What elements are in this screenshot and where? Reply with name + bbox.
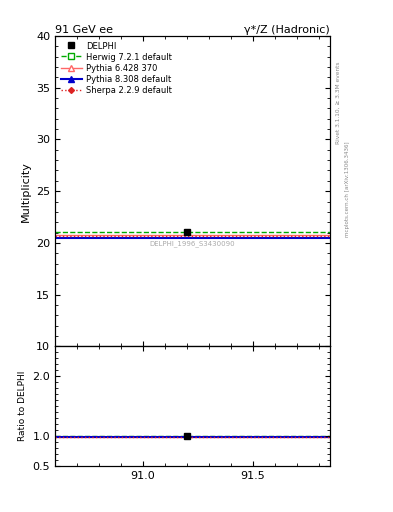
Text: Rivet 3.1.10, ≥ 3.3M events: Rivet 3.1.10, ≥ 3.3M events (336, 61, 341, 144)
Text: 91 GeV ee: 91 GeV ee (55, 25, 113, 35)
Text: γ*/Z (Hadronic): γ*/Z (Hadronic) (244, 25, 330, 35)
Y-axis label: Multiplicity: Multiplicity (20, 161, 31, 222)
Text: DELPHI_1996_S3430090: DELPHI_1996_S3430090 (150, 241, 235, 247)
Legend: DELPHI, Herwig 7.2.1 default, Pythia 6.428 370, Pythia 8.308 default, Sherpa 2.2: DELPHI, Herwig 7.2.1 default, Pythia 6.4… (59, 40, 173, 97)
Text: mcplots.cern.ch [arXiv:1306.3436]: mcplots.cern.ch [arXiv:1306.3436] (345, 142, 350, 237)
Y-axis label: Ratio to DELPHI: Ratio to DELPHI (18, 371, 27, 441)
